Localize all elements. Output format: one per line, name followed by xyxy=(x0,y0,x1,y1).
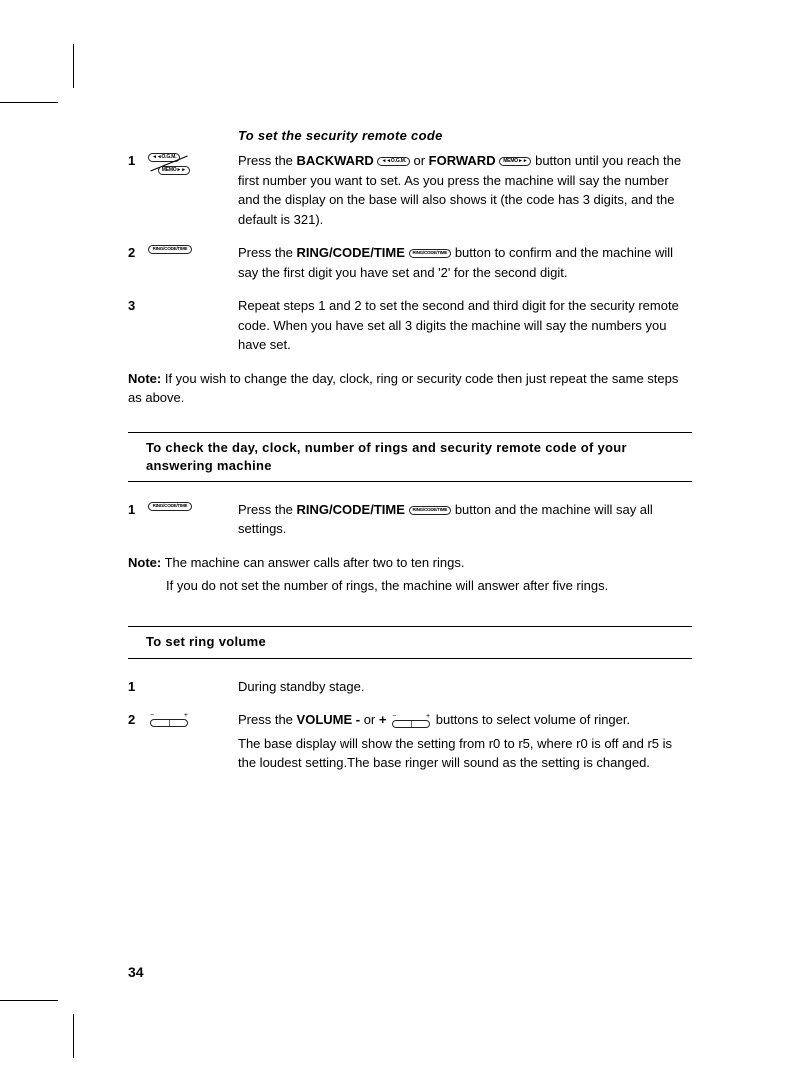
ringcode-inline-icon: RING/CODE/TIME xyxy=(409,506,452,515)
page-number: 34 xyxy=(128,964,144,980)
memo-inline-icon: MEMO►► xyxy=(499,157,531,166)
volume-button-icon: −+ xyxy=(150,712,188,727)
step-row: 3 Repeat steps 1 and 2 to set the second… xyxy=(128,296,692,355)
boxed-heading: To check the day, clock, number of rings… xyxy=(128,432,692,482)
step-text: Press the BACKWARD ◄◄O.G.M. or FORWARD M… xyxy=(238,151,692,229)
crop-mark xyxy=(0,1000,58,1001)
note-block: Note: The machine can answer calls after… xyxy=(128,553,692,597)
memo-button-icon: MEMO►► xyxy=(158,166,190,175)
ringcode-inline-icon: RING/CODE/TIME xyxy=(409,249,452,258)
note-text: The machine can answer calls after two t… xyxy=(161,555,464,570)
page-content: To set the security remote code 1 ◄◄O.G.… xyxy=(128,128,692,787)
step-row: 2 −+ Press the VOLUME - or + −+ buttons … xyxy=(128,710,692,773)
step-text: Press the VOLUME - or + −+ buttons to se… xyxy=(238,710,692,773)
note-text: If you wish to change the day, clock, ri… xyxy=(128,371,678,406)
section-title: To set the security remote code xyxy=(238,128,692,143)
step-line2: The base display will show the setting f… xyxy=(238,734,692,773)
step-text: Press the RING/CODE/TIME RING/CODE/TIME … xyxy=(238,500,692,539)
ringcode-button-icon: RING/CODE/TIME xyxy=(148,245,192,254)
section-ring-volume: To set ring volume 1 During standby stag… xyxy=(128,626,692,772)
step-number: 1 xyxy=(128,151,148,168)
note-block: Note: If you wish to change the day, clo… xyxy=(128,369,692,408)
crop-mark xyxy=(0,102,58,103)
step-number: 1 xyxy=(128,500,148,517)
step-row: 1 RING/CODE/TIME Press the RING/CODE/TIM… xyxy=(128,500,692,539)
step-row: 2 RING/CODE/TIME Press the RING/CODE/TIM… xyxy=(128,243,692,282)
step-number: 3 xyxy=(128,296,148,313)
step-icon-ringcode: RING/CODE/TIME xyxy=(148,243,238,254)
crop-mark xyxy=(73,44,74,88)
crop-mark xyxy=(73,1014,74,1058)
step-icon-volume: −+ xyxy=(148,710,238,727)
ogm-inline-icon: ◄◄O.G.M. xyxy=(377,157,409,166)
step-icon-empty xyxy=(148,677,238,679)
section-security-code: To set the security remote code 1 ◄◄O.G.… xyxy=(128,128,692,408)
ringcode-button-icon: RING/CODE/TIME xyxy=(148,502,192,511)
note-label: Note: xyxy=(128,371,161,386)
step-row: 1 During standby stage. xyxy=(128,677,692,697)
step-number: 2 xyxy=(128,243,148,260)
section-check-settings: To check the day, clock, number of rings… xyxy=(128,432,692,597)
note-line2: If you do not set the number of rings, t… xyxy=(166,576,692,597)
boxed-heading: To set ring volume xyxy=(128,626,692,658)
step-number: 2 xyxy=(128,710,148,727)
step-text: During standby stage. xyxy=(238,677,692,697)
step-text: Press the RING/CODE/TIME RING/CODE/TIME … xyxy=(238,243,692,282)
step-number: 1 xyxy=(128,677,148,694)
note-label: Note: xyxy=(128,555,161,570)
step-icon-empty xyxy=(148,296,238,298)
step-icon-ringcode: RING/CODE/TIME xyxy=(148,500,238,511)
step-text: Repeat steps 1 and 2 to set the second a… xyxy=(238,296,692,355)
volume-inline-icon: −+ xyxy=(392,713,430,728)
step-icon-backward-forward: ◄◄O.G.M. MEMO►► xyxy=(148,151,238,175)
step-row: 1 ◄◄O.G.M. MEMO►► Press the BACKWARD ◄◄O… xyxy=(128,151,692,229)
